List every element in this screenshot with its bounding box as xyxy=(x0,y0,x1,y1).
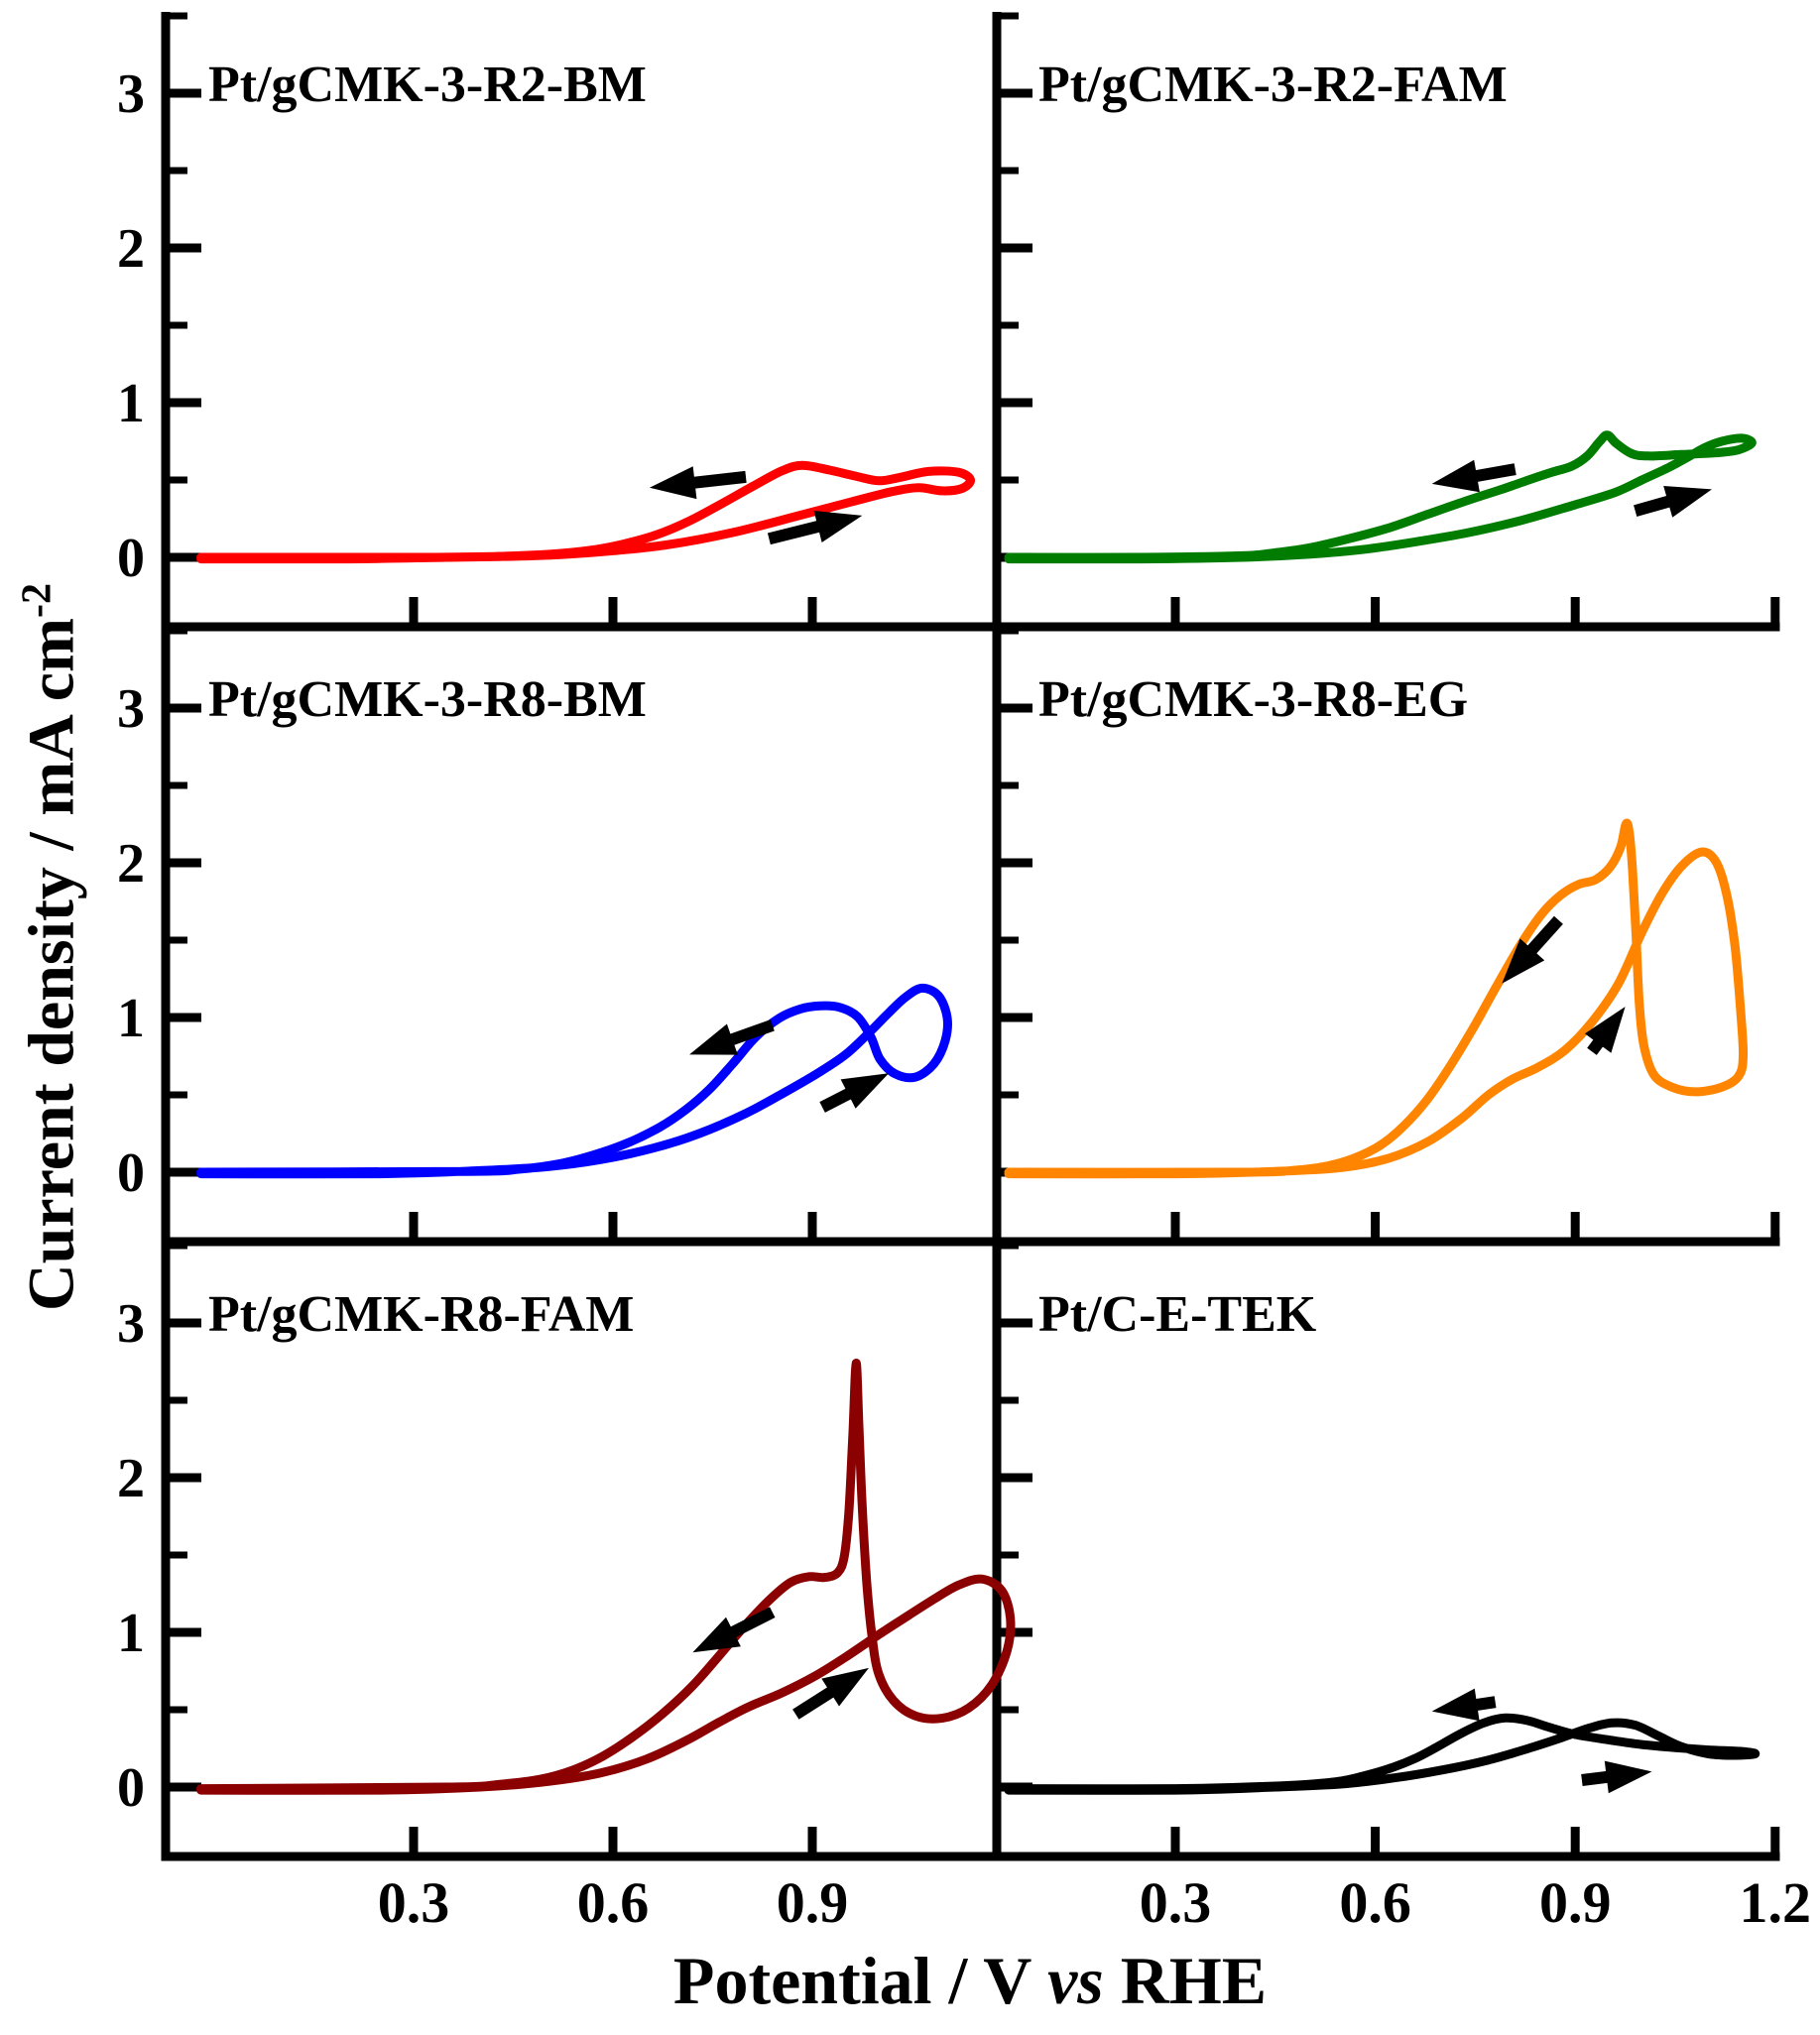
scan-arrow-shaft-backward xyxy=(724,1019,775,1047)
y-tick-label: 0 xyxy=(117,528,145,589)
scan-arrow-shaft-forward xyxy=(792,1684,839,1720)
panel-label-middle-left: Pt/gCMK-3-R8-BM xyxy=(208,671,647,728)
scan-arrow-backward-icon xyxy=(1431,1688,1480,1722)
x-tick-label: 0.3 xyxy=(378,1870,450,1935)
panel-label-bottom-right: Pt/C-E-TEK xyxy=(1038,1286,1317,1343)
scan-arrow-shaft-backward xyxy=(1523,915,1563,958)
y-tick-label: 0 xyxy=(117,1142,145,1204)
y-tick-label: 2 xyxy=(117,1448,145,1509)
y-axis-title-superscript: -2 xyxy=(14,582,61,618)
scan-arrow-shaft-backward xyxy=(725,1607,776,1640)
y-tick-label: 3 xyxy=(117,678,145,740)
x-tick-label: 0.3 xyxy=(1140,1870,1212,1935)
cv-curve-3 xyxy=(196,983,952,1179)
scan-arrow-backward-icon xyxy=(692,1616,741,1653)
panel-label-top-right: Pt/gCMK-3-R2-FAM xyxy=(1038,57,1508,113)
x-tick-label: 0.6 xyxy=(1339,1870,1411,1935)
scan-arrow-backward-icon xyxy=(689,1023,738,1055)
y-tick-label: 0 xyxy=(117,1757,145,1819)
y-axis-title-text: Current density / mA cm xyxy=(15,617,88,1312)
y-tick-label: 3 xyxy=(117,1293,145,1355)
scan-arrow-backward-icon xyxy=(649,466,697,500)
scan-arrow-shaft-forward xyxy=(767,519,825,545)
scan-arrow-shaft-backward xyxy=(1470,463,1517,483)
y-tick-label: 1 xyxy=(117,373,145,434)
scan-arrow-forward-icon xyxy=(1584,1007,1626,1053)
y-tick-label: 1 xyxy=(117,1603,145,1664)
cv-curve-1 xyxy=(196,460,975,564)
x-tick-label: 1.2 xyxy=(1740,1870,1812,1935)
scan-arrow-forward-icon xyxy=(1663,486,1712,518)
cv-curve-5 xyxy=(196,1359,1016,1795)
scan-arrow-forward-icon xyxy=(813,511,863,542)
y-tick-label: 2 xyxy=(117,833,145,895)
x-axis-title-post: RHE xyxy=(1103,1943,1268,2018)
x-tick-label: 0.6 xyxy=(577,1870,650,1935)
x-axis-title-pre: Potential / V xyxy=(672,1943,1048,2018)
panel-label-top-left: Pt/gCMK-3-R2-BM xyxy=(208,57,647,113)
scan-arrow-forward-icon xyxy=(1604,1760,1652,1794)
scan-arrow-backward-icon xyxy=(1431,459,1480,493)
cv-curve-4 xyxy=(1004,818,1749,1179)
panel-label-bottom-left: Pt/gCMK-R8-FAM xyxy=(208,1286,635,1343)
scan-arrow-forward-icon xyxy=(840,1073,890,1109)
y-tick-label: 1 xyxy=(117,988,145,1049)
scan-arrow-forward-icon xyxy=(821,1667,869,1707)
y-tick-label: 2 xyxy=(117,218,145,280)
x-axis-title: Potential / V vs RHE xyxy=(673,1942,1267,2020)
scan-arrow-shaft-backward xyxy=(687,470,747,490)
x-tick-label: 0.9 xyxy=(1539,1870,1612,1935)
cv-curve-6 xyxy=(1004,1713,1760,1795)
x-axis-title-vs: vs xyxy=(1047,1943,1104,2018)
scan-arrow-backward-icon xyxy=(1502,938,1545,984)
cv-curve-2 xyxy=(1004,430,1757,564)
scan-arrow-shaft-forward xyxy=(1634,494,1676,517)
x-tick-label: 0.9 xyxy=(777,1870,849,1935)
y-tick-label: 3 xyxy=(117,63,145,125)
panel-label-middle-right: Pt/gCMK-3-R8-EG xyxy=(1038,671,1469,728)
